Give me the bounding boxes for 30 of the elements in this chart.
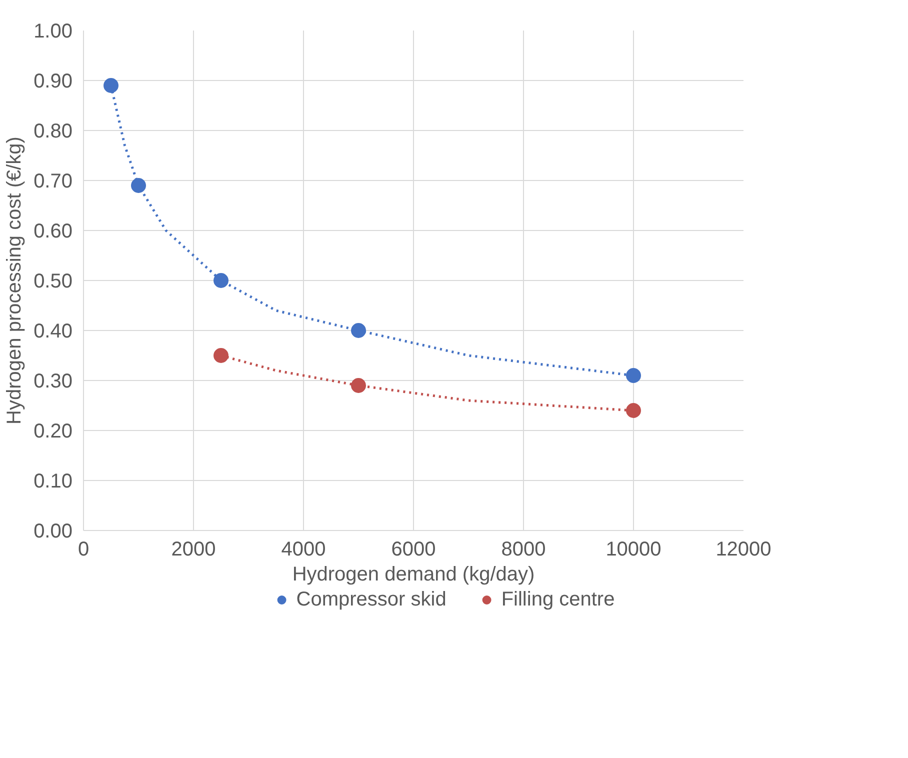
- point: [214, 273, 228, 288]
- y-tick-label: 0.30: [34, 370, 73, 392]
- point: [626, 368, 641, 383]
- y-tick-label: 0.10: [34, 470, 73, 492]
- x-tick-label: 4000: [281, 538, 326, 560]
- x-tick-label: 10000: [606, 538, 662, 560]
- y-tick-label: 0.40: [34, 320, 73, 342]
- y-tick-label: 0.80: [34, 120, 73, 142]
- legend-label: Compressor skid: [296, 588, 446, 611]
- y-tick-label: 1.00: [34, 20, 73, 42]
- y-tick-label: 0.50: [34, 270, 73, 292]
- y-axis-title: Hydrogen processing cost (€/kg): [4, 136, 26, 424]
- x-tick-label: 0: [78, 538, 90, 560]
- point: [351, 323, 366, 338]
- x-tick-label: 2000: [171, 538, 216, 560]
- point: [214, 348, 228, 363]
- y-tick-label: 0.20: [34, 420, 73, 442]
- legend-label: Filling centre: [501, 588, 615, 611]
- point: [131, 178, 146, 193]
- point: [351, 378, 366, 393]
- x-tick-label: 6000: [391, 538, 436, 560]
- x-axis-title: Hydrogen demand (kg/day): [292, 564, 535, 586]
- x-tick-label: 8000: [501, 538, 546, 560]
- point: [626, 403, 641, 418]
- y-tick-label: 0.90: [34, 70, 73, 92]
- point: [104, 78, 118, 93]
- x-tick-label: 12000: [716, 538, 772, 560]
- y-tick-label: 0.70: [34, 170, 73, 192]
- y-tick-label: 0.60: [34, 220, 73, 242]
- y-tick-label: 0.00: [34, 520, 73, 542]
